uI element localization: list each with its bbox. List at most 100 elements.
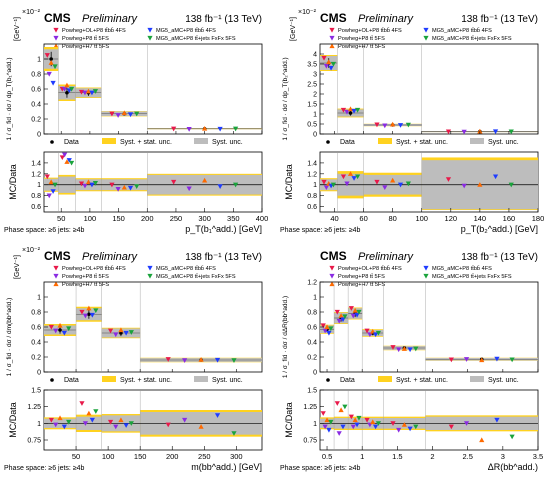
ratio-marker-powheg_p8 [82, 183, 88, 189]
ratio-marker-powheg_h7 [86, 410, 92, 416]
y-tick-label: 0.6 [307, 325, 317, 332]
ratio-marker-powheg_p8 [113, 424, 119, 430]
legend-syst-swatch [194, 138, 208, 144]
y-tick-label: 1.2 [307, 280, 317, 287]
y-tick-label: 0.4 [307, 340, 317, 347]
ratio-marker-mg5_fxfx [134, 184, 140, 189]
model-marker-mg5_fxfx [93, 308, 99, 314]
legend-entry-mg5_4fs: MG5_aMC+P8 tt̄bb̄ 4FS [156, 265, 216, 272]
model-marker-powheg_ol [334, 309, 340, 315]
x-tick-label: 150 [112, 214, 125, 223]
model-marker-mg5_fxfx [508, 129, 514, 135]
ratio-marker-powheg_ol [109, 182, 115, 188]
ratio-marker-powheg_ol [445, 177, 452, 182]
ratio-marker-mg5_fxfx [509, 434, 515, 440]
model-marker-mg5_4fs [217, 126, 223, 132]
legend-entry-powheg_ol: Powheg+OL+P8 tt̄bb̄ 4FS [62, 265, 126, 272]
x-tick-label: 50 [57, 214, 65, 223]
model-marker-mg5_4fs [372, 332, 379, 338]
y-axis-title: 1 / σ_fid · dσ / dp_T(b₁^add.) [GeV⁻¹] [6, 17, 21, 141]
model-marker-powheg_h7 [347, 106, 354, 112]
model-marker-mg5_4fs [50, 80, 56, 86]
x-tick-label: 150 [134, 452, 147, 461]
x-tick-label: 120 [445, 214, 458, 223]
model-marker-mg5_4fs [326, 330, 332, 336]
unc-legend: Data Syst. + stat. unc. Syst. unc. [50, 376, 243, 384]
model-marker-powheg_ol [321, 55, 327, 61]
legend-marker-powheg_ol [53, 265, 59, 271]
main-pad-frame [319, 43, 539, 135]
ratio-axis-title: MC/Data [8, 164, 18, 200]
ratio-marker-powheg_ol [321, 179, 327, 185]
model-marker-powheg_h7 [370, 328, 376, 334]
legend-entry-powheg_ol: Powheg+OL+P8 tt̄bb̄ 4FS [62, 27, 126, 34]
model-marker-powheg_ol [340, 107, 347, 113]
legend-data-label: Data [340, 377, 355, 384]
x-tick-label: 400 [256, 214, 269, 223]
model-marker-powheg_p8 [62, 86, 68, 92]
ratio-marker-powheg_ol [107, 419, 114, 425]
legend-entry-powheg_ol: Powheg+OL+P8 tt̄bb̄ 4FS [338, 27, 402, 34]
ratio-marker-powheg_ol [79, 401, 85, 406]
y-axis-unit-label: [GeV⁻¹] [290, 17, 297, 41]
model-marker-mg5_4fs [351, 108, 357, 114]
legend-entry-mg5_fxfx: MG5_aMC+P8 tt̄+jets FxFx 5FS [432, 273, 512, 280]
ratio-marker-mg5_4fs [494, 417, 500, 423]
ratio-marker-mg5_fxfx [356, 415, 362, 421]
ratio-marker-powheg_h7 [198, 424, 204, 429]
legend-marker-powheg_ol [53, 27, 59, 33]
x-tick-label: 300 [230, 452, 243, 461]
legend-syst-stat-swatch [378, 138, 392, 144]
y-tick-label: 0.8 [31, 72, 41, 79]
legend-syst-swatch [470, 376, 484, 382]
x-tick-label: 250 [198, 452, 211, 461]
legend-entry-mg5_fxfx: MG5_aMC+P8 tt̄+jets FxFx 5FS [156, 35, 236, 42]
y-tick-label: 0.5 [307, 122, 317, 129]
ratio-marker-powheg_p8 [382, 185, 388, 191]
legend-syst-stat-swatch [102, 138, 116, 144]
legend-data-label: Data [64, 139, 79, 146]
ratio-marker-powheg_p8 [463, 421, 470, 426]
y-tick-label: 0 [313, 370, 317, 377]
ratio-marker-mg5_4fs [492, 174, 499, 180]
model-marker-mg5_fxfx [52, 64, 58, 70]
model-marker-mg5_fxfx [405, 122, 411, 128]
x-tick-label: 300 [198, 214, 211, 223]
legend-entry-mg5_fxfx: MG5_aMC+P8 tt̄+jets FxFx 5FS [156, 273, 236, 280]
y-tick-label: 1.5 [307, 102, 317, 109]
ratio-marker-mg5_fxfx [413, 424, 419, 430]
preliminary-label: Preliminary [82, 251, 139, 263]
ratio-marker-powheg_p8 [115, 187, 121, 192]
ratio-y-tick-label: 1 [37, 182, 41, 189]
ratio-marker-powheg_ol [340, 174, 347, 180]
ratio-marker-mg5_fxfx [92, 181, 99, 186]
model-marker-powheg_h7 [390, 121, 396, 127]
ratio-marker-powheg_ol [44, 174, 50, 180]
ratio-marker-powheg_p8 [53, 422, 59, 428]
legend-marker-mg5_fxfx [147, 273, 153, 279]
y-tick-label: 0.4 [31, 102, 41, 109]
legend-entry-powheg_h7: Powheg+H7 tt̄ 5FS [338, 281, 385, 288]
x-tick-label: 3.5 [533, 452, 543, 461]
data-point [87, 312, 91, 317]
x-tick-label: 250 [170, 214, 183, 223]
ratio-marker-powheg_p8 [182, 417, 188, 423]
x-tick-label: 2 [430, 452, 434, 461]
model-marker-powheg_ol [107, 328, 114, 334]
model-marker-powheg_ol [374, 122, 380, 128]
model-marker-powheg_h7 [57, 322, 63, 328]
model-marker-mg5_fxfx [66, 326, 72, 332]
ratio-marker-mg5_fxfx [233, 182, 239, 188]
ratio-marker-powheg_ol [48, 417, 54, 423]
ratio-marker-powheg_ol [165, 422, 171, 428]
ratio-marker-mg5_fxfx [508, 182, 514, 188]
ratio-marker-powheg_h7 [370, 419, 376, 425]
ratio-y-tick-label: 1.4 [307, 160, 317, 167]
legend-syst-label: Syst. unc. [488, 377, 519, 384]
data-point [49, 57, 53, 61]
ratio-marker-powheg_p8 [350, 424, 356, 430]
ratio-marker-mg5_4fs [50, 189, 56, 194]
model-marker-powheg_h7 [64, 82, 70, 88]
ratio-marker-powheg_p8 [322, 424, 328, 430]
